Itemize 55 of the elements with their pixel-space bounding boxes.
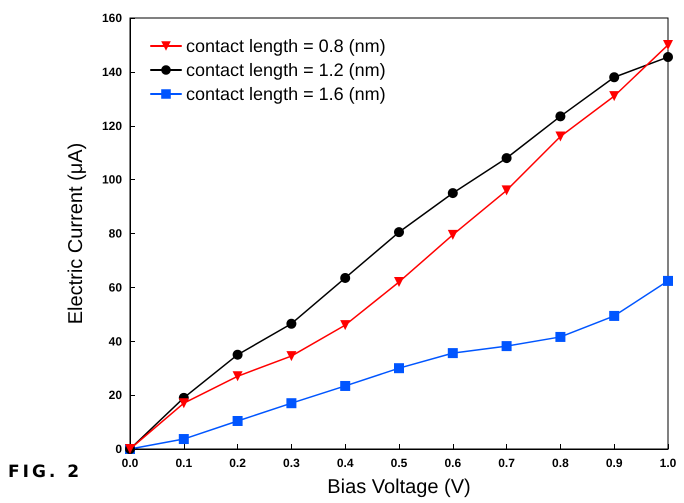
legend-label: contact length = 0.8 (nm) bbox=[186, 36, 386, 56]
point bbox=[609, 91, 620, 102]
x-tick-label: 0.4 bbox=[336, 456, 354, 470]
x-tick-label: 1.0 bbox=[660, 456, 677, 470]
x-tick-label: 0.8 bbox=[552, 456, 570, 470]
point bbox=[663, 276, 673, 286]
point bbox=[178, 398, 189, 408]
point bbox=[448, 230, 458, 240]
point bbox=[448, 348, 458, 358]
point bbox=[340, 272, 350, 283]
x-tick-label: 0.2 bbox=[229, 456, 246, 470]
y-axis-title: Electric Current (μA) bbox=[65, 142, 87, 324]
y-tick-label: 40 bbox=[108, 334, 122, 348]
legend-label: contact length = 1.6 (nm) bbox=[186, 84, 386, 104]
y-tick-label: 0 bbox=[115, 442, 122, 456]
y-tick-label: 80 bbox=[108, 226, 122, 240]
point bbox=[663, 40, 673, 50]
point bbox=[394, 363, 404, 374]
point bbox=[663, 52, 673, 62]
y-tick-label: 20 bbox=[108, 388, 122, 402]
point bbox=[609, 310, 620, 321]
point bbox=[502, 185, 512, 196]
point bbox=[609, 72, 620, 82]
caption: FIG. 2 bbox=[8, 462, 82, 482]
point bbox=[448, 188, 458, 198]
point bbox=[232, 350, 243, 360]
x-tick-label: 0.7 bbox=[498, 456, 516, 470]
point bbox=[286, 398, 296, 408]
x-tick-label: 0.0 bbox=[122, 456, 139, 470]
point bbox=[394, 276, 404, 287]
y-tick-label: 100 bbox=[102, 172, 122, 187]
point bbox=[286, 351, 296, 362]
point bbox=[502, 153, 512, 164]
point bbox=[232, 416, 243, 426]
point bbox=[555, 132, 566, 142]
point bbox=[232, 371, 243, 382]
point bbox=[340, 380, 350, 391]
y-tick-label: 140 bbox=[102, 64, 122, 79]
point bbox=[394, 227, 404, 238]
x-tick-label: 0.3 bbox=[283, 456, 300, 470]
x-tick-label: 0.5 bbox=[390, 456, 408, 470]
y-tick-label: 60 bbox=[108, 280, 122, 294]
x-tick-label: 0.6 bbox=[444, 456, 462, 470]
x-tick-label: 0.1 bbox=[175, 456, 192, 470]
point bbox=[178, 434, 189, 444]
y-tick-label: 160 bbox=[102, 11, 122, 25]
x-axis-title: Bias Voltage (V) bbox=[327, 476, 471, 498]
legend-label: contact length = 1.2 (nm) bbox=[186, 60, 386, 80]
x-tick-label: 0.9 bbox=[606, 456, 623, 470]
point bbox=[502, 341, 512, 352]
point bbox=[555, 111, 566, 122]
y-tick-label: 120 bbox=[102, 118, 122, 133]
point bbox=[286, 318, 296, 329]
point bbox=[340, 320, 350, 330]
point bbox=[555, 332, 566, 342]
